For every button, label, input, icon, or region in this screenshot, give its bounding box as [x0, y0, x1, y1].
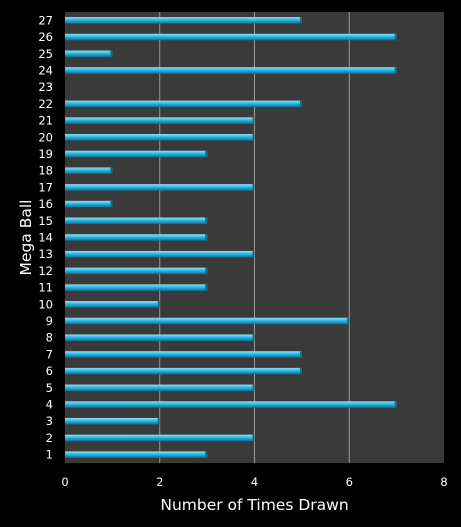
- y-tick-label: 16: [38, 197, 53, 211]
- x-tick-label: 4: [251, 475, 258, 489]
- y-tick-label: 4: [46, 398, 53, 412]
- y-tick-label: 5: [46, 381, 53, 395]
- bar-mega-ball-15: [65, 217, 208, 225]
- bar-mega-ball-17: [65, 184, 255, 191]
- y-tick-label: 11: [38, 281, 53, 295]
- bar-end-cap-18: [110, 167, 113, 174]
- bar-mega-ball-26: [65, 33, 397, 41]
- bar-mega-ball-10: [65, 301, 160, 308]
- y-tick-label: 21: [38, 114, 53, 128]
- y-tick-label: 19: [38, 147, 53, 161]
- bar-mega-ball-18: [65, 167, 113, 174]
- bar-mega-ball-21: [65, 117, 255, 124]
- bar-mega-ball-22: [65, 100, 302, 108]
- bar-end-cap-8: [252, 334, 255, 341]
- bar-end-cap-13: [252, 250, 255, 258]
- bar-end-cap-9: [347, 317, 350, 325]
- y-axis-title: Mega Ball: [17, 200, 35, 276]
- bar-end-cap-25: [110, 50, 113, 58]
- y-tick-label: 10: [38, 297, 53, 311]
- y-tick-label: 20: [38, 130, 53, 144]
- bar-mega-ball-14: [65, 234, 208, 241]
- y-tick-label: 9: [46, 314, 53, 328]
- y-tick-label: 14: [38, 231, 53, 245]
- y-tick-label: 8: [46, 331, 53, 345]
- y-tick-label: 7: [46, 347, 53, 361]
- bar-mega-ball-5: [65, 384, 255, 392]
- y-tick-label: 18: [38, 164, 53, 178]
- bar-end-cap-26: [394, 33, 397, 41]
- bar-end-cap-21: [252, 117, 255, 124]
- y-tick-label: 3: [46, 414, 53, 428]
- y-tick-label: 24: [38, 63, 53, 77]
- y-tick-label: 26: [38, 30, 53, 44]
- bar-end-cap-15: [205, 217, 208, 225]
- bar-mega-ball-25: [65, 50, 113, 58]
- bar-mega-ball-11: [65, 284, 208, 291]
- y-tick-label: 2: [46, 431, 53, 445]
- x-tick-labels: 0 2 4 6 8: [61, 475, 447, 489]
- y-tick-label: 23: [38, 80, 53, 94]
- bar-mega-ball-1: [65, 451, 208, 458]
- y-tick-label: 6: [46, 364, 53, 378]
- bar-end-cap-11: [205, 284, 208, 291]
- bar-end-cap-7: [299, 351, 302, 358]
- bar-end-cap-17: [252, 184, 255, 191]
- bars: [65, 17, 397, 458]
- bar-mega-ball-12: [65, 267, 208, 275]
- bar-end-cap-16: [110, 200, 113, 208]
- bar-end-cap-1: [205, 451, 208, 458]
- bar-mega-ball-6: [65, 367, 302, 375]
- bar-end-cap-10: [157, 301, 160, 308]
- y-tick-label: 15: [38, 214, 53, 228]
- bar-mega-ball-2: [65, 434, 255, 442]
- bar-mega-ball-3: [65, 417, 160, 425]
- bar-mega-ball-27: [65, 17, 302, 24]
- bar-mega-ball-7: [65, 351, 302, 358]
- bar-end-cap-22: [299, 100, 302, 108]
- y-tick-label: 27: [38, 13, 53, 27]
- y-tick-label: 25: [38, 47, 53, 61]
- y-tick-label: 1: [46, 448, 53, 462]
- y-tick-label: 22: [38, 97, 53, 111]
- x-tick-label: 0: [61, 475, 68, 489]
- bar-end-cap-2: [252, 434, 255, 442]
- bar-mega-ball-9: [65, 317, 350, 325]
- bar-mega-ball-24: [65, 67, 397, 74]
- x-tick-label: 6: [346, 475, 353, 489]
- bar-mega-ball-4: [65, 401, 397, 408]
- bar-end-cap-4: [394, 401, 397, 408]
- bar-mega-ball-8: [65, 334, 255, 341]
- bar-mega-ball-19: [65, 150, 208, 158]
- bar-end-cap-3: [157, 417, 160, 425]
- y-tick-label: 17: [38, 180, 53, 194]
- bar-end-cap-12: [205, 267, 208, 275]
- bar-end-cap-19: [205, 150, 208, 158]
- bar-mega-ball-16: [65, 200, 113, 208]
- bar-end-cap-5: [252, 384, 255, 392]
- bar-end-cap-24: [394, 67, 397, 74]
- y-tick-label: 13: [38, 247, 53, 261]
- bar-end-cap-6: [299, 367, 302, 375]
- y-tick-labels: 1234567891011121314151617181920212223242…: [38, 13, 53, 461]
- bar-mega-ball-20: [65, 134, 255, 141]
- bar-end-cap-14: [205, 234, 208, 241]
- y-tick-label: 12: [38, 264, 53, 278]
- bar-mega-ball-13: [65, 250, 255, 258]
- x-tick-label: 2: [156, 475, 163, 489]
- bar-end-cap-27: [299, 17, 302, 24]
- x-axis-title: Number of Times Drawn: [160, 496, 348, 514]
- x-tick-label: 8: [440, 475, 447, 489]
- bar-end-cap-20: [252, 134, 255, 141]
